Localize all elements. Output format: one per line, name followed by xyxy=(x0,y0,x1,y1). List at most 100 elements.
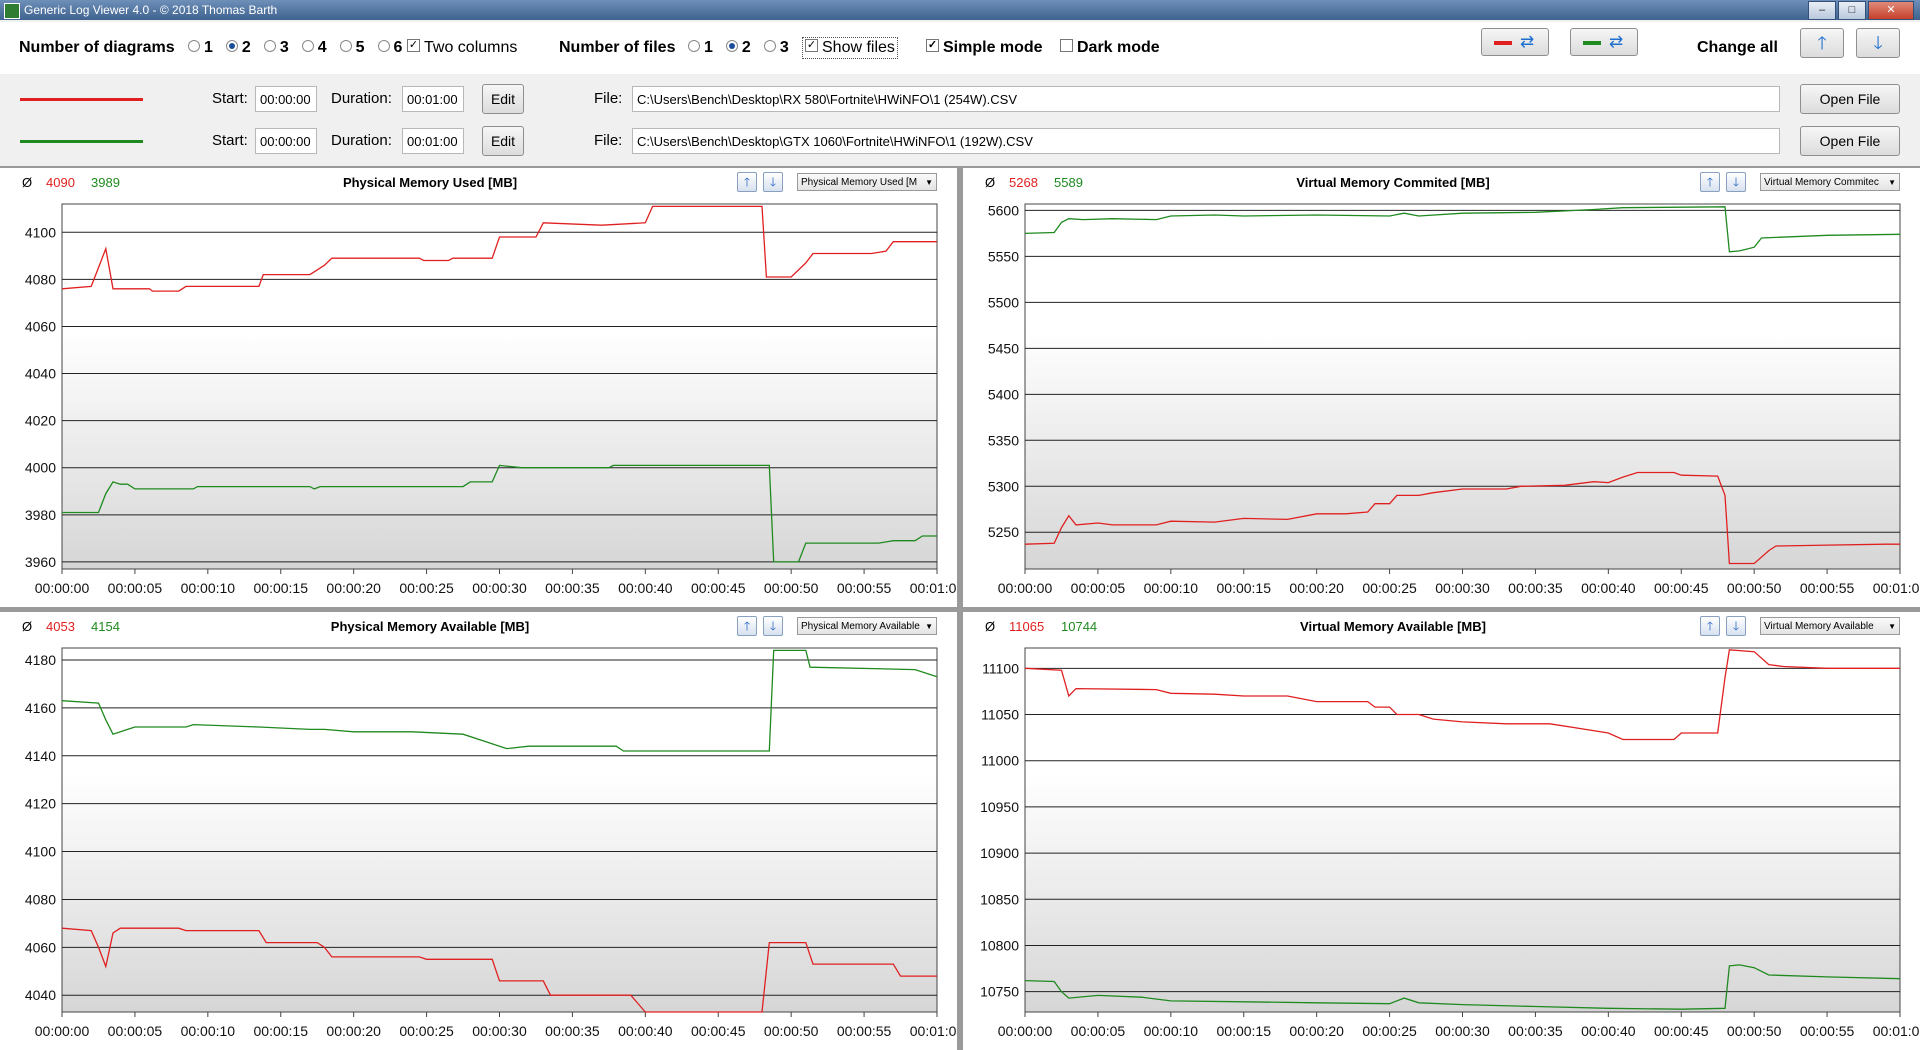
close-button[interactable]: ✕ xyxy=(1868,1,1914,20)
x-tick-label: 00:00:55 xyxy=(837,580,892,596)
dark-mode-checkbox[interactable]: Dark mode xyxy=(1060,39,1160,57)
y-tick-label: 5350 xyxy=(988,432,1019,448)
x-tick-label: 00:00:15 xyxy=(254,580,309,596)
sensor-select[interactable]: Virtual Memory Available ▼ xyxy=(1760,617,1900,635)
x-tick-label: 00:00:30 xyxy=(472,580,527,596)
diagram-option-6[interactable]: 6 xyxy=(377,39,402,57)
edit-button[interactable]: Edit xyxy=(482,126,524,156)
y-tick-label: 5600 xyxy=(988,202,1019,218)
checkbox-checked-icon: ✓ xyxy=(407,39,420,53)
open-file-button[interactable]: Open File xyxy=(1800,84,1900,114)
file-2-color-line xyxy=(20,140,143,143)
x-tick-label: 00:00:25 xyxy=(399,1023,454,1039)
y-tick-label: 4040 xyxy=(25,987,56,1003)
change-all-up-button[interactable]: 🡑 xyxy=(1800,28,1844,58)
start-time-field[interactable]: 00:00:00 xyxy=(255,86,317,112)
sensor-select[interactable]: Virtual Memory Commitec ▼ xyxy=(1760,173,1900,191)
diagram-option-2[interactable]: 2 xyxy=(225,39,251,57)
duration-field[interactable]: 00:01:00 xyxy=(402,128,464,154)
x-tick-label: 00:00:05 xyxy=(108,1023,163,1039)
simple-mode-checkbox[interactable]: ✓ Simple mode xyxy=(926,39,1043,56)
average-red-value: 4053 xyxy=(46,619,75,634)
radio-icon xyxy=(688,39,700,52)
x-tick-label: 00:00:20 xyxy=(1289,1023,1344,1039)
y-tick-label: 4060 xyxy=(25,939,56,955)
y-tick-label: 5300 xyxy=(988,478,1019,494)
window-titlebar: Generic Log Viewer 4.0 - © 2018 Thomas B… xyxy=(0,0,1920,20)
arrow-down-icon[interactable]: 🡓 xyxy=(763,172,783,192)
diagram-option-3[interactable]: 3 xyxy=(263,39,289,57)
maximize-button[interactable]: □ xyxy=(1838,1,1866,20)
file-path-field[interactable]: C:\Users\Bench\Desktop\GTX 1060\Fortnite… xyxy=(632,128,1780,154)
x-tick-label: 00:00:35 xyxy=(1508,1023,1563,1039)
minimize-button[interactable]: – xyxy=(1808,1,1836,20)
x-tick-label: 00:00:10 xyxy=(181,1023,236,1039)
y-tick-label: 4040 xyxy=(25,366,56,382)
y-tick-label: 10750 xyxy=(980,984,1019,1000)
y-tick-label: 10900 xyxy=(980,845,1019,861)
x-tick-label: 00:00:10 xyxy=(1144,1023,1199,1039)
x-tick-label: 00:00:05 xyxy=(1071,1023,1126,1039)
radio-icon xyxy=(301,39,314,52)
x-tick-label: 00:00:40 xyxy=(618,580,673,596)
x-tick-label: 00:00:15 xyxy=(254,1023,309,1039)
green-line-icon xyxy=(1583,41,1601,45)
x-tick-label: 00:00:05 xyxy=(1071,580,1126,596)
series-line-green xyxy=(61,649,938,752)
x-tick-label: 00:00:20 xyxy=(326,1023,381,1039)
file-option-3[interactable]: 3 xyxy=(763,39,789,57)
y-tick-label: 4180 xyxy=(25,652,56,668)
diagram-count-options: 1 2 3 4 5 6 xyxy=(188,39,402,57)
diagram-option-5[interactable]: 5 xyxy=(339,39,365,57)
x-tick-label: 00:00:45 xyxy=(1654,580,1709,596)
arrow-down-icon[interactable]: 🡓 xyxy=(1726,172,1746,192)
plot-area xyxy=(61,203,938,570)
window-controls: – □ ✕ xyxy=(1808,1,1914,20)
arrow-down-icon[interactable]: 🡓 xyxy=(1726,616,1746,636)
sensor-select[interactable]: Physical Memory Available ▼ xyxy=(797,617,937,635)
swap-red-button[interactable]: ⇄ xyxy=(1481,28,1549,56)
file-row-1: Start: 00:00:00 Duration: 00:01:00 Edit … xyxy=(0,74,1920,120)
x-tick-label: 00:00:40 xyxy=(618,1023,673,1039)
radio-icon xyxy=(763,39,776,52)
x-tick-label: 00:01:00 xyxy=(910,1023,957,1039)
file-row-2: Start: 00:00:00 Duration: 00:01:00 Edit … xyxy=(0,116,1920,162)
arrow-up-icon[interactable]: 🡑 xyxy=(737,172,757,192)
y-tick-label: 4160 xyxy=(25,700,56,716)
duration-field[interactable]: 00:01:00 xyxy=(402,86,464,112)
x-tick-label: 00:00:10 xyxy=(1144,580,1199,596)
two-columns-checkbox[interactable]: ✓ Two columns xyxy=(407,39,518,56)
diagram-option-1[interactable]: 1 xyxy=(188,39,213,57)
x-tick-label: 00:00:35 xyxy=(1508,580,1563,596)
open-file-button[interactable]: Open File xyxy=(1800,126,1900,156)
swap-green-button[interactable]: ⇄ xyxy=(1570,28,1638,56)
checkbox-unchecked-icon xyxy=(1060,39,1073,53)
arrow-up-icon[interactable]: 🡑 xyxy=(1700,616,1720,636)
show-files-checkbox[interactable]: ✓ Show files xyxy=(802,37,898,59)
file-path-field[interactable]: C:\Users\Bench\Desktop\RX 580\Fortnite\H… xyxy=(632,86,1780,112)
file-option-1[interactable]: 1 xyxy=(688,39,713,57)
x-tick-label: 00:00:25 xyxy=(1362,580,1417,596)
file-option-2[interactable]: 2 xyxy=(725,39,751,57)
x-tick-label: 00:00:00 xyxy=(35,1023,90,1039)
edit-button[interactable]: Edit xyxy=(482,84,524,114)
average-red-value: 4090 xyxy=(46,175,75,190)
swap-icon: ⇄ xyxy=(1520,32,1535,51)
x-tick-label: 00:00:55 xyxy=(1800,580,1855,596)
arrow-up-icon[interactable]: 🡑 xyxy=(1700,172,1720,192)
y-tick-label: 4020 xyxy=(25,413,56,429)
y-tick-label: 11050 xyxy=(981,707,1019,723)
x-tick-label: 00:00:10 xyxy=(181,580,236,596)
dropdown-arrow-icon: ▼ xyxy=(925,178,933,187)
plot-area xyxy=(61,647,938,1013)
radio-icon xyxy=(188,39,200,52)
diagram-option-4[interactable]: 4 xyxy=(301,39,327,57)
arrow-up-icon[interactable]: 🡑 xyxy=(737,616,757,636)
diagram-title: Physical Memory Available [MB] xyxy=(330,619,530,634)
change-all-down-button[interactable]: 🡓 xyxy=(1856,28,1900,58)
sensor-select[interactable]: Physical Memory Used [M ▼ xyxy=(797,173,937,191)
diagram-column-splitter[interactable] xyxy=(957,168,963,1050)
start-time-field[interactable]: 00:00:00 xyxy=(255,128,317,154)
arrow-down-icon[interactable]: 🡓 xyxy=(763,616,783,636)
series-line-red xyxy=(61,927,937,1013)
